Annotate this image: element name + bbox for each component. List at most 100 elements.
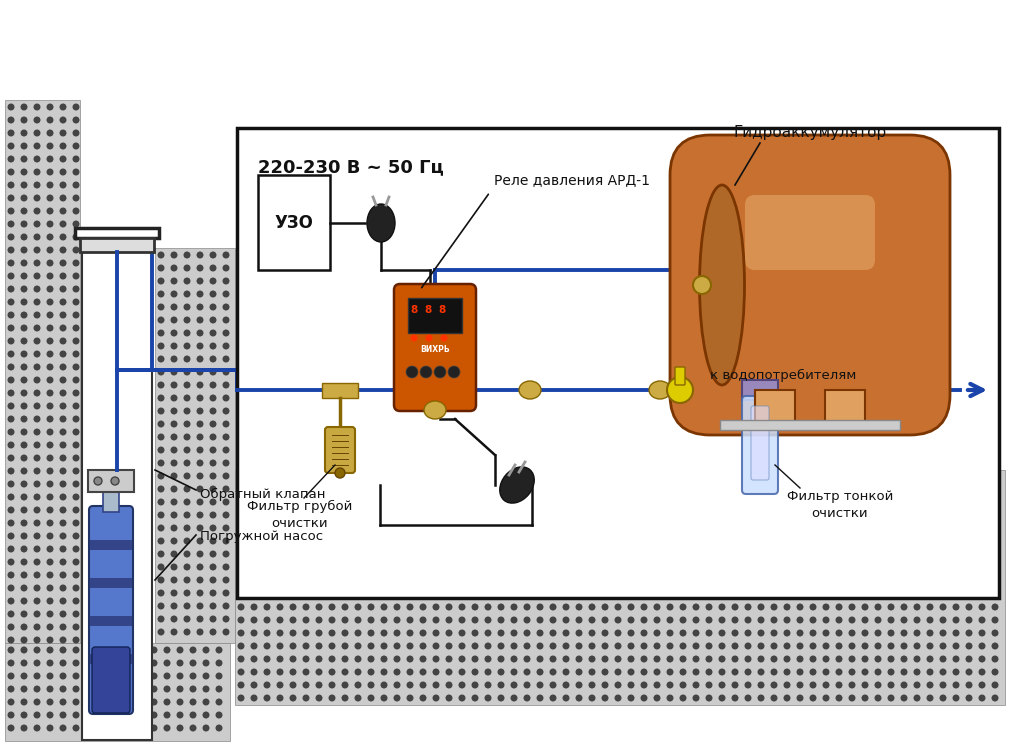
Circle shape <box>420 487 427 493</box>
Circle shape <box>537 551 544 559</box>
Circle shape <box>484 499 492 507</box>
Circle shape <box>874 629 882 637</box>
Circle shape <box>210 421 216 427</box>
Circle shape <box>810 669 816 675</box>
Circle shape <box>59 493 67 501</box>
Circle shape <box>797 539 804 545</box>
Circle shape <box>183 525 190 531</box>
Circle shape <box>822 655 829 663</box>
Circle shape <box>927 499 934 507</box>
Circle shape <box>758 487 765 493</box>
Circle shape <box>183 563 190 571</box>
Circle shape <box>290 617 297 623</box>
Circle shape <box>189 712 197 718</box>
Circle shape <box>197 421 204 427</box>
Circle shape <box>302 539 309 545</box>
Circle shape <box>523 499 530 507</box>
Circle shape <box>849 629 855 637</box>
Circle shape <box>861 591 868 597</box>
Circle shape <box>432 551 439 559</box>
Circle shape <box>7 571 14 579</box>
Circle shape <box>290 643 297 649</box>
Circle shape <box>420 473 427 481</box>
Circle shape <box>59 273 67 279</box>
Circle shape <box>744 643 752 649</box>
Circle shape <box>523 591 530 597</box>
Circle shape <box>302 629 309 637</box>
Circle shape <box>432 487 439 493</box>
Circle shape <box>197 329 204 337</box>
Circle shape <box>263 565 270 571</box>
Circle shape <box>861 643 868 649</box>
Circle shape <box>874 603 882 611</box>
Circle shape <box>498 551 505 559</box>
Circle shape <box>158 421 165 427</box>
Circle shape <box>7 429 14 435</box>
Circle shape <box>381 513 387 519</box>
Circle shape <box>849 539 855 545</box>
Circle shape <box>59 519 67 527</box>
Circle shape <box>34 103 41 111</box>
Circle shape <box>276 513 284 519</box>
Circle shape <box>354 603 361 611</box>
Circle shape <box>315 499 323 507</box>
Circle shape <box>719 629 725 637</box>
Circle shape <box>7 155 14 163</box>
Circle shape <box>653 525 660 533</box>
Circle shape <box>589 565 596 571</box>
Circle shape <box>171 277 177 285</box>
Circle shape <box>222 395 229 401</box>
Circle shape <box>59 117 67 123</box>
Circle shape <box>381 669 387 675</box>
Circle shape <box>222 433 229 441</box>
Circle shape <box>171 407 177 415</box>
Circle shape <box>251 617 257 623</box>
Circle shape <box>667 565 674 571</box>
Circle shape <box>979 617 985 623</box>
Circle shape <box>692 617 699 623</box>
Circle shape <box>210 447 216 453</box>
Circle shape <box>653 603 660 611</box>
Circle shape <box>407 539 414 545</box>
Circle shape <box>20 403 28 409</box>
Circle shape <box>183 511 190 519</box>
Circle shape <box>692 591 699 597</box>
Circle shape <box>197 433 204 441</box>
Circle shape <box>758 643 765 649</box>
Circle shape <box>420 617 427 623</box>
Circle shape <box>991 603 998 611</box>
Circle shape <box>562 603 569 611</box>
Circle shape <box>849 695 855 701</box>
Circle shape <box>849 617 855 623</box>
Circle shape <box>197 265 204 271</box>
Circle shape <box>731 669 738 675</box>
Circle shape <box>836 695 843 701</box>
Circle shape <box>420 603 427 611</box>
Circle shape <box>744 681 752 689</box>
Circle shape <box>59 325 67 331</box>
Circle shape <box>952 655 959 663</box>
Circle shape <box>900 539 907 545</box>
Circle shape <box>302 565 309 571</box>
Circle shape <box>411 334 418 342</box>
Circle shape <box>706 681 713 689</box>
Circle shape <box>197 317 204 323</box>
Circle shape <box>952 669 959 675</box>
Circle shape <box>7 611 14 617</box>
Circle shape <box>706 539 713 545</box>
Circle shape <box>238 539 245 545</box>
Circle shape <box>614 669 622 675</box>
Circle shape <box>849 551 855 559</box>
Circle shape <box>874 513 882 519</box>
Circle shape <box>73 545 80 553</box>
Circle shape <box>73 117 80 123</box>
Circle shape <box>59 467 67 475</box>
Circle shape <box>20 325 28 331</box>
Circle shape <box>158 433 165 441</box>
Circle shape <box>341 499 348 507</box>
Circle shape <box>197 277 204 285</box>
Circle shape <box>952 565 959 571</box>
Circle shape <box>523 695 530 701</box>
Circle shape <box>888 513 895 519</box>
Circle shape <box>952 643 959 649</box>
